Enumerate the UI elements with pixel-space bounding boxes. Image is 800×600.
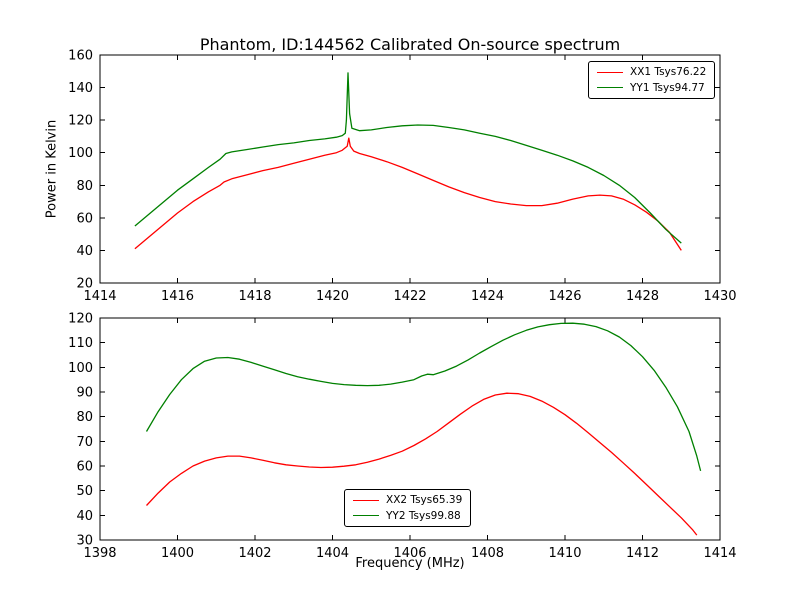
series-line-YY1 [134,72,682,244]
series-line-XX1 [134,137,682,251]
y-tick-label: 120 [68,312,93,327]
x-tick-label: 1404 [316,546,349,561]
legend-entry: YY2 Tsys99.88 [353,509,462,522]
axes-frame [99,54,721,284]
y-tick-label: 40 [76,244,93,259]
legend-line-green-icon [353,515,379,517]
chart-title: Phantom, ID:144562 Calibrated On-source … [199,35,621,54]
y-tick-label: 140 [68,81,93,96]
x-tick-label: 1398 [83,546,116,561]
series-line-YY2 [145,322,702,472]
legend-top: XX1 Tsys76.22 YY1 Tsys94.77 [588,61,716,99]
x-tick-label: 1428 [626,289,659,304]
legend-label: YY2 Tsys99.88 [386,509,461,522]
y-tick-label: 70 [76,435,93,450]
legend-entry: XX1 Tsys76.22 [597,67,706,78]
y-tick-label: 20 [76,277,93,292]
y-tick-label: 120 [68,114,93,129]
y-tick-label: 80 [76,410,93,425]
x-tick-label: 1414 [703,546,736,561]
x-tick-label: 1410 [548,546,581,561]
y-tick-label: 50 [76,484,93,499]
y-tick-label: 80 [76,179,93,194]
series-line-XX2 [146,392,698,536]
y-tick-label: 60 [76,460,93,475]
legend-entry: YY1 Tsys94.77 [597,81,706,94]
x-tick-label: 1412 [626,546,659,561]
legend-label: XX1 Tsys76.22 [630,66,707,78]
x-tick-label: 1408 [471,546,504,561]
x-tick-label: 1424 [471,289,504,304]
x-tick-label: 1420 [316,289,349,304]
x-tick-label: 1414 [83,289,116,304]
legend-line-red-icon [353,499,379,501]
legend-label: XX2 Tsys65.39 [386,494,463,506]
y-tick-label: 90 [76,386,93,401]
legend-label: YY1 Tsys94.77 [630,81,705,94]
y-tick-label: 60 [76,211,93,226]
legend-bottom: XX2 Tsys65.39 YY2 Tsys99.88 [344,489,472,527]
y-tick-label: 160 [68,49,93,64]
x-tick-label: 1422 [393,289,426,304]
x-tick-label: 1406 [393,546,426,561]
legend-line-green-icon [597,87,623,89]
y-axis-label: Power in Kelvin [44,119,60,219]
legend-line-red-icon [597,71,623,73]
x-tick-label: 1430 [703,289,736,304]
axes-frame [99,317,721,541]
x-tick-label: 1418 [238,289,271,304]
x-tick-label: 1402 [238,546,271,561]
x-tick-label: 1426 [548,289,581,304]
x-axis-label: Frequency (MHz) [355,556,465,571]
x-tick-label: 1416 [161,289,194,304]
legend-entry: XX2 Tsys65.39 [353,495,462,506]
y-tick-label: 100 [68,146,93,161]
x-tick-label: 1400 [161,546,194,561]
y-tick-label: 110 [68,336,93,351]
y-tick-label: 30 [76,534,93,549]
y-tick-label: 100 [68,361,93,376]
y-tick-label: 40 [76,509,93,524]
